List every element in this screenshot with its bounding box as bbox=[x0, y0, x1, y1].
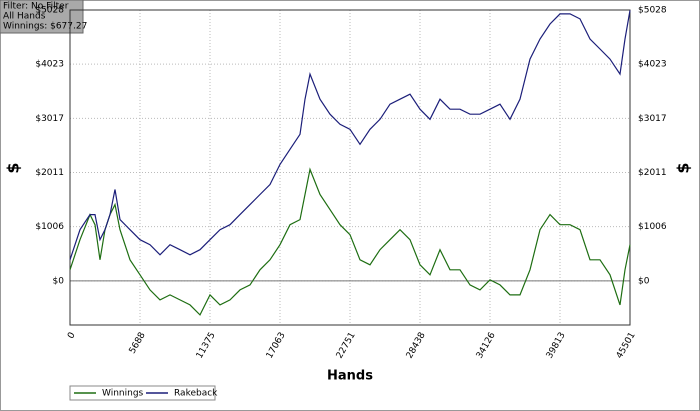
y-tick-label: $1006 bbox=[35, 222, 64, 232]
y-tick-label: $4023 bbox=[35, 60, 64, 70]
y-tick-label: $2011 bbox=[35, 168, 64, 178]
y-tick-label: $1006 bbox=[638, 222, 667, 232]
y-tick-label: $5028 bbox=[638, 6, 667, 16]
info-line: All Hands bbox=[3, 12, 46, 22]
y-axis-label: $ bbox=[674, 162, 693, 173]
x-tick-label: 0 bbox=[66, 331, 78, 341]
y-tick-label: $5028 bbox=[35, 6, 64, 16]
plot-border bbox=[69, 9, 631, 326]
line-series bbox=[69, 167, 631, 316]
y-tick-label: $2011 bbox=[638, 168, 667, 178]
info-line: Winnings: $677.27 bbox=[3, 22, 87, 32]
y-tick-label: $3017 bbox=[35, 114, 64, 124]
legend-label: Winnings bbox=[102, 389, 144, 399]
legend-label: Rakeback bbox=[174, 389, 218, 399]
y-tick-label: $0 bbox=[53, 276, 65, 286]
y-tick-label: $4023 bbox=[638, 60, 667, 70]
y-tick-label: $3017 bbox=[638, 114, 667, 124]
legend bbox=[69, 385, 216, 401]
line-series bbox=[69, 10, 631, 260]
y-axis-label: $ bbox=[4, 162, 23, 173]
info-box bbox=[0, 0, 84, 34]
info-line: Filter: No Filter bbox=[3, 2, 69, 12]
y-tick-label: $0 bbox=[638, 276, 650, 286]
x-axis-label: Hands bbox=[327, 369, 373, 384]
